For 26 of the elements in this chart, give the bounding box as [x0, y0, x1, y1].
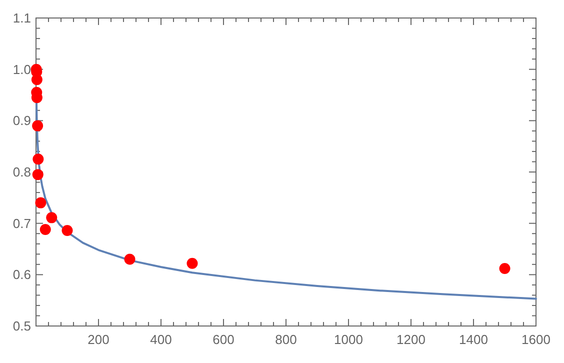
- x-tick-label: 1200: [396, 332, 426, 347]
- y-tick-label: 0.7: [12, 216, 31, 231]
- y-tick-label: 1.1: [12, 10, 31, 26]
- point: [32, 169, 44, 180]
- point: [124, 254, 136, 265]
- x-tick-label: 1400: [459, 332, 488, 347]
- point: [186, 258, 198, 269]
- x-tick-label: 400: [150, 332, 172, 347]
- y-tick-label: 1.0: [12, 62, 31, 77]
- point: [32, 154, 44, 165]
- point: [35, 197, 46, 208]
- y-tick-label: 0.9: [12, 113, 31, 128]
- point: [499, 263, 510, 274]
- y-tick-label: 0.8: [12, 164, 31, 180]
- y-tick-label: 0.5: [12, 318, 31, 334]
- x-tick-label: 200: [88, 332, 110, 347]
- x-tick-label: 600: [212, 332, 234, 347]
- y-tick-label: 0.6: [12, 267, 31, 282]
- x-tick-label: 1600: [522, 332, 550, 347]
- point: [46, 212, 58, 224]
- x-tick-label: 1000: [334, 332, 363, 347]
- point: [32, 120, 44, 132]
- x-tick-label: 800: [275, 332, 297, 347]
- point: [62, 225, 73, 236]
- point: [40, 224, 51, 235]
- point: [31, 74, 42, 86]
